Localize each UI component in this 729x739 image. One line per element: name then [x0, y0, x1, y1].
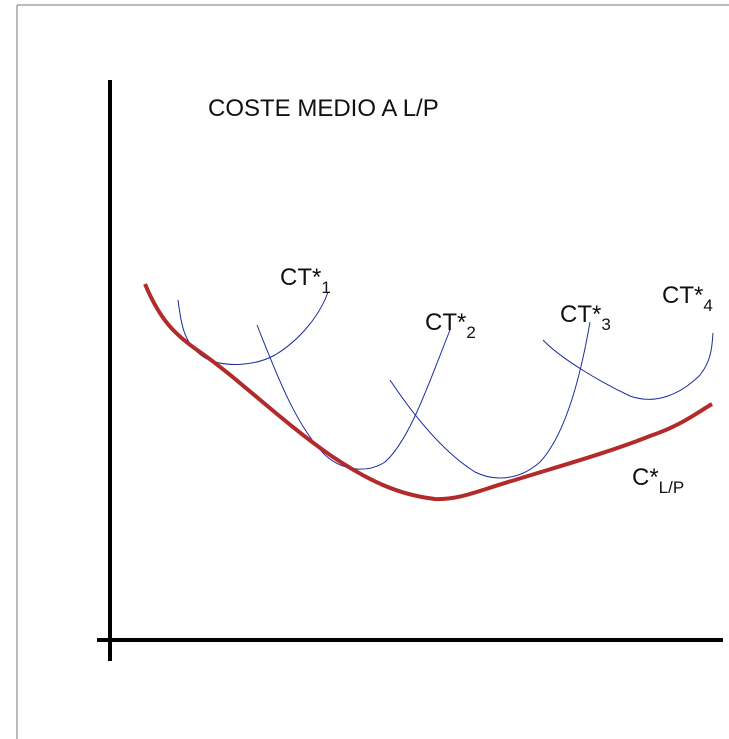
label-main: C*: [632, 464, 659, 491]
label-main: CT*: [560, 301, 601, 328]
curve-ct2: [256, 324, 451, 470]
label-sub: L/P: [659, 478, 685, 497]
curve-ct4: [542, 332, 714, 400]
label-main: CT*: [425, 309, 466, 336]
short-run-curves: [177, 291, 714, 479]
envelope-label: C*L/P: [632, 464, 684, 497]
label-sub: 4: [703, 296, 712, 315]
curve-label: CT*1: [280, 264, 331, 297]
label-main: CT*: [662, 282, 703, 309]
curve-ct1: [177, 291, 329, 365]
label-sub: 1: [321, 278, 330, 297]
curve-label: CT*2: [425, 309, 476, 342]
curve-label: CT*3: [560, 301, 611, 334]
curve-label: CT*4: [662, 282, 713, 315]
label-sub: 2: [466, 323, 475, 342]
envelope-curve: [143, 283, 714, 502]
label-main: CT*: [280, 264, 321, 291]
label-sub: 3: [601, 315, 610, 334]
title: COSTE MEDIO A L/P: [208, 95, 439, 122]
curve-ct3: [389, 321, 591, 479]
